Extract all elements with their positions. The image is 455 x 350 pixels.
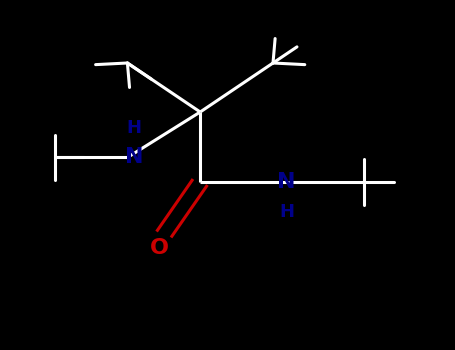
Text: H: H [279, 203, 294, 221]
Text: H: H [127, 119, 142, 137]
Text: O: O [150, 238, 169, 259]
Text: N: N [125, 147, 143, 168]
Text: N: N [278, 172, 296, 192]
